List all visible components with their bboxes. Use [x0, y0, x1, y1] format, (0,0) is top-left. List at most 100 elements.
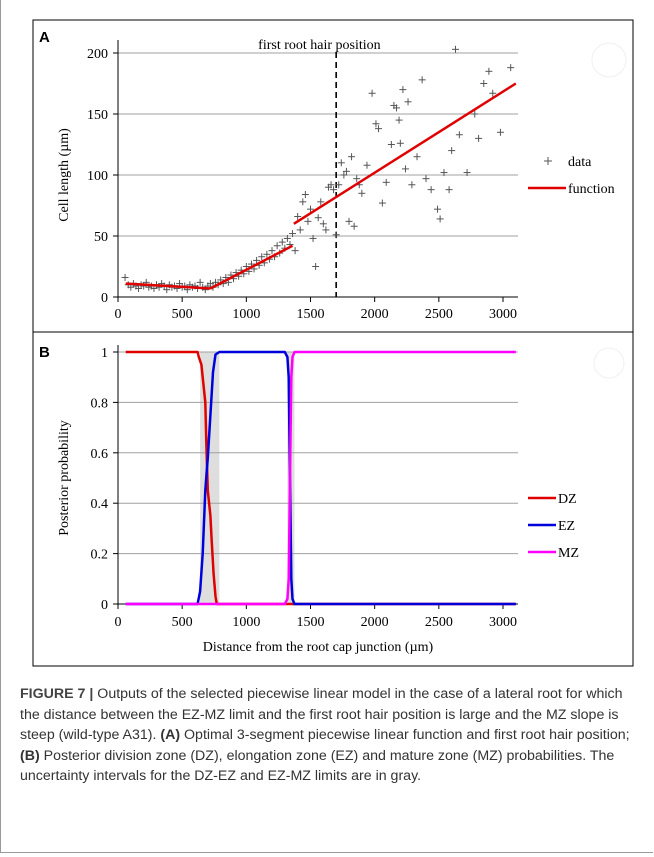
panel-a-x-tick-label: 1500 — [297, 307, 325, 322]
panel-a-data-point — [496, 128, 504, 136]
panel-b-y-axis-label: Posterior probability — [57, 420, 72, 536]
panel-a-x-tick-label: 500 — [172, 307, 193, 322]
panel-a-data-point — [434, 205, 442, 213]
panel-a-data-point — [489, 89, 497, 97]
panel-a-data-point — [368, 89, 376, 97]
panel-b-plot: 0 500 1000 1500 2000 2500 3000 0 0.2 0.4 0.6 0.8 1 Di… — [57, 345, 579, 655]
panel-a-data-point — [404, 98, 412, 106]
panel-b-y-tick-label: 0.8 — [91, 396, 109, 411]
panel-a-data-point — [363, 161, 371, 169]
caption-panel-b: (B) — [20, 747, 40, 764]
panel-b-x-axis-label: Distance from the root cap junction (µm) — [203, 640, 434, 655]
panel-b-x-tick-label: 1000 — [232, 615, 260, 630]
panel-a-plot: 0 500 1000 1500 2000 2500 3000 0 50 100 150 200 Cell… — [57, 38, 615, 322]
panel-a-x-tick-label: 0 — [115, 307, 122, 322]
panel-a-data-point — [296, 226, 304, 234]
panel-a-data-point — [163, 286, 171, 294]
panel-a-data-point — [337, 159, 345, 167]
legend-dz-label: DZ — [558, 492, 577, 507]
panel-a-data-point — [304, 217, 312, 225]
panel-a-data-point — [317, 198, 325, 206]
panel-a-y-tick-label: 50 — [94, 230, 108, 245]
panel-a-data-point — [327, 181, 335, 189]
panel-b-x-tick-label: 2500 — [425, 615, 453, 630]
panel-a-data-point — [283, 234, 291, 242]
panel-b-y-tick-label: 0 — [101, 598, 108, 613]
panel-a-data-point — [291, 247, 299, 255]
panel-a-data-point — [135, 284, 143, 292]
panel-a-y-tick-label: 0 — [101, 291, 108, 306]
panel-a-data-point — [206, 280, 214, 288]
caption-text-1: Outputs of the selected piecewise linear… — [20, 686, 623, 743]
panel-a-frame — [32, 19, 634, 333]
panel-a-data-point — [475, 134, 483, 142]
panel-b-x-tick-label: 2000 — [361, 615, 389, 630]
panel-a-data-point — [322, 226, 330, 234]
panel-a-data-point — [396, 139, 404, 147]
panel-b-x-tick-label: 0 — [115, 615, 122, 630]
legend-ez-label: EZ — [558, 519, 575, 534]
legend-function-label: function — [568, 182, 615, 197]
panel-a-data-point — [312, 263, 320, 270]
panel-a-data-point — [342, 167, 350, 175]
panel-b-corner-mark — [593, 347, 625, 379]
panel-a-x-tick-label: 3000 — [489, 307, 517, 322]
panel-a-data-point — [358, 189, 366, 197]
panel-a-data-point — [418, 76, 426, 84]
panel-a-data-point — [413, 153, 421, 161]
panel-a-corner-mark — [591, 42, 627, 78]
caption-text-3: Posterior division zone (DZ), elongation… — [20, 747, 615, 785]
panel-b-label: B — [39, 344, 50, 361]
panel-a-data-point — [455, 131, 463, 139]
panel-a-data-point — [268, 247, 276, 255]
panel-a-x-tick-label: 2500 — [425, 307, 453, 322]
panel-a-data-point — [307, 205, 314, 213]
panel-a-data-point — [330, 186, 338, 194]
panel-a-data-point — [408, 181, 416, 189]
panel-a-data-point — [345, 217, 353, 225]
panel-a-data-point — [273, 242, 281, 250]
panel-a-data-point — [445, 186, 453, 194]
panel-b-x-tick-label: 500 — [172, 615, 193, 630]
panel-a-data-point — [392, 104, 400, 112]
panel-a-data-point — [422, 175, 430, 183]
panel-a-data-point — [309, 234, 317, 242]
panel-a-data-point — [258, 253, 266, 261]
panel-a-data-point — [278, 238, 286, 246]
panel-a-y-axis-label: Cell length (µm) — [57, 128, 72, 222]
panel-b-legend: DZ EZ MZ — [528, 492, 579, 561]
panel-a-data-point — [121, 273, 129, 281]
panel-b-y-tick-label: 0.4 — [91, 497, 109, 512]
panel-a-data-point — [382, 178, 390, 186]
panel-b-series-mz — [125, 350, 516, 606]
panel-a-data-point — [319, 220, 327, 228]
figure-chart: AB0 500 1000 1500 2000 2500 3000050100150200Ce… — [32, 19, 634, 667]
legend-data-label: data — [568, 155, 592, 170]
legend-mz-label: MZ — [558, 546, 579, 561]
panel-a-data-point — [353, 175, 361, 183]
panel-b-x-tick-label: 1500 — [297, 615, 325, 630]
panel-a-data-point — [448, 147, 456, 155]
panel-b-series-dz — [125, 350, 516, 606]
panel-a-data-point — [294, 212, 302, 220]
panel-a-data-point — [427, 186, 435, 194]
panel-a-data-point — [395, 116, 403, 124]
panel-a-annotation: first root hair position — [258, 38, 381, 53]
caption-panel-a: (A) — [160, 727, 181, 743]
panel-a-y-tick-label: 150 — [87, 108, 108, 123]
panel-a-y-tick-label: 200 — [87, 47, 108, 62]
panel-a-label: A — [39, 29, 50, 46]
panel-a-function-segment — [209, 244, 294, 290]
panel-b-frame — [32, 331, 634, 667]
panel-a-data-point — [399, 86, 407, 94]
panel-a-x-tick-label: 2000 — [361, 307, 389, 322]
panel-a-data-point — [440, 169, 448, 177]
caption-text-2: Optimal 3-segment piecewise linear funct… — [180, 727, 630, 743]
panel-b-y-tick-label: 0.2 — [91, 548, 109, 563]
panel-a-data-point — [196, 278, 204, 286]
panel-a-data-point — [507, 64, 515, 72]
panel-b-series-ez — [125, 350, 516, 606]
panel-a-data-point — [463, 169, 471, 177]
panel-b-x-tick-label: 3000 — [489, 615, 517, 630]
